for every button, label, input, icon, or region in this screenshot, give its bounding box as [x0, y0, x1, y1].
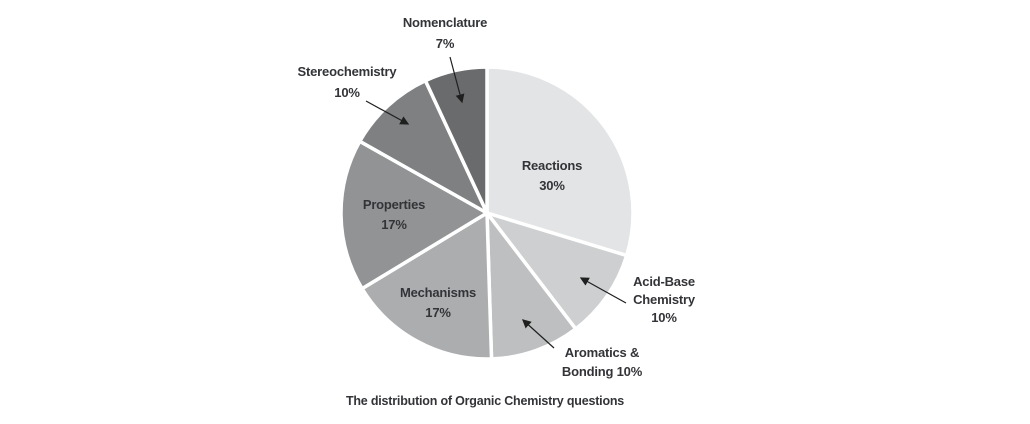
slice-percent: 10% [334, 85, 360, 100]
nomenclature-arrow [449, 56, 465, 104]
slice-percent: 17% [381, 217, 407, 232]
slice-name: Aromatics & [564, 345, 640, 360]
label-aromatics-bonding: Aromatics & Bonding 10% [562, 343, 642, 381]
chart-caption: The distribution of Organic Chemistry qu… [345, 394, 625, 408]
label-stereochemistry: Stereochemistry 10% [298, 61, 397, 103]
label-properties: Properties 17% [362, 195, 426, 235]
label-acid-base-chemistry: Acid-Base Chemistry 10% [633, 273, 695, 327]
pie-slice-acid-base-chemistry [485, 211, 629, 331]
pie-slices [339, 65, 635, 361]
slice-name: Nomenclature [402, 15, 488, 30]
label-mechanisms: Mechanisms 17% [400, 283, 476, 323]
pie-slice-stereochemistry [358, 78, 489, 215]
slice-name: Mechanisms [399, 285, 477, 300]
acid-base-arrow [579, 277, 627, 304]
pie-slice-nomenclature [423, 65, 489, 215]
callout-arrows [365, 56, 627, 349]
slice-percent: Bonding 10% [561, 364, 643, 379]
slice-percent: 17% [425, 305, 451, 320]
aromatics-arrow [521, 319, 555, 349]
slice-percent: 30% [539, 178, 565, 193]
slice-name: Reactions [521, 158, 583, 173]
pie-slice-aromatics-bonding [485, 211, 578, 361]
slice-name: Chemistry [633, 292, 695, 307]
stereochemistry-arrow [365, 100, 410, 125]
pie-slice-properties [339, 139, 489, 291]
slice-name: Stereochemistry [297, 64, 397, 79]
label-nomenclature: Nomenclature 7% [403, 12, 487, 54]
pie-slice-mechanisms [360, 211, 494, 361]
slice-percent: 7% [435, 36, 455, 51]
label-reactions: Reactions 30% [521, 156, 583, 196]
slice-name: Properties [362, 197, 426, 212]
pie-slice-reactions [485, 65, 635, 258]
slice-name: Acid-Base [633, 274, 695, 289]
slice-percent: 10% [651, 310, 677, 325]
